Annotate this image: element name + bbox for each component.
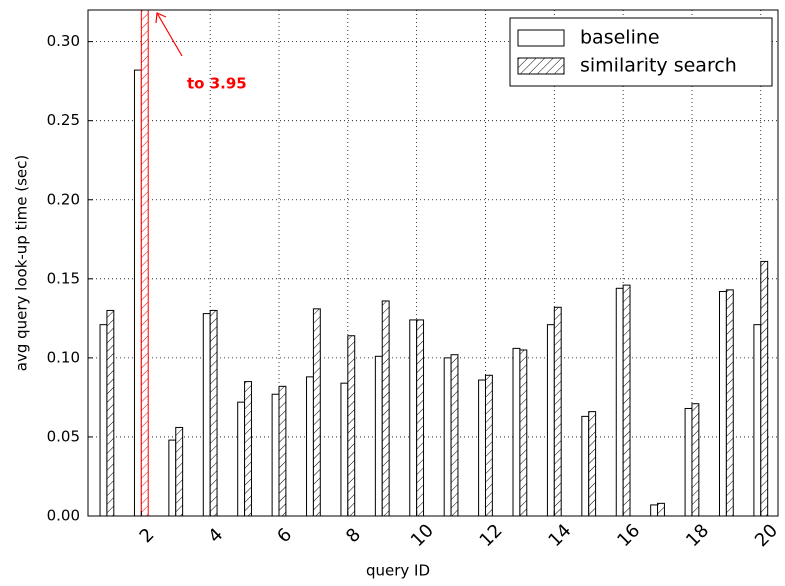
x-tick-label: 14 <box>544 520 575 551</box>
bar <box>133 69 142 516</box>
bar <box>209 309 218 516</box>
bar <box>581 415 590 516</box>
plot-frame <box>87 9 779 517</box>
bar <box>244 381 252 516</box>
x-tick-label: 18 <box>682 520 713 551</box>
bar <box>622 284 631 516</box>
bar <box>512 347 521 516</box>
bar <box>306 376 314 516</box>
bar <box>140 10 149 516</box>
x-tick-label: 10 <box>407 520 438 551</box>
bar <box>725 289 734 516</box>
bar <box>237 401 246 516</box>
bar <box>340 382 349 516</box>
bar <box>553 306 562 516</box>
bar <box>168 439 177 516</box>
y-tick-label: 0.20 <box>47 190 80 208</box>
x-axis-label: query ID <box>366 562 430 580</box>
bar <box>450 354 459 516</box>
x-tick-label: 8 <box>342 524 365 547</box>
legend-label: baseline <box>580 27 660 49</box>
x-tick-label: 16 <box>613 520 644 551</box>
y-axis-label: avg query look-up time (sec) <box>13 155 31 372</box>
bar <box>278 385 287 516</box>
bar <box>443 357 452 516</box>
bar <box>347 335 356 516</box>
y-tick-label: 0.00 <box>47 507 80 525</box>
x-tick-label: 4 <box>204 524 227 547</box>
bar <box>312 308 321 516</box>
bar <box>409 319 418 516</box>
x-tick-label: 20 <box>751 520 782 551</box>
bar <box>99 324 108 516</box>
bar <box>615 287 624 516</box>
bar <box>175 426 184 516</box>
bar <box>753 324 762 516</box>
bar <box>271 393 280 516</box>
x-tick-label: 12 <box>476 520 507 551</box>
bar <box>416 319 425 516</box>
bar <box>106 309 115 516</box>
y-tick-label: 0.25 <box>47 111 80 129</box>
bar <box>684 407 693 516</box>
x-tick-label: 2 <box>136 524 159 547</box>
bar <box>650 504 659 516</box>
y-tick-label: 0.05 <box>47 427 80 445</box>
x-tick-label: 6 <box>273 524 296 547</box>
bar <box>657 502 665 516</box>
bar <box>202 313 211 516</box>
annotation-arrow <box>155 12 183 57</box>
legend-box <box>509 17 773 87</box>
bar <box>760 260 769 516</box>
y-tick-label: 0.10 <box>47 348 80 366</box>
bar <box>691 403 700 516</box>
bar <box>718 290 727 516</box>
bar <box>546 324 555 516</box>
y-tick-label: 0.30 <box>47 32 80 50</box>
legend-swatch <box>517 29 565 47</box>
bar <box>519 349 528 516</box>
annotation: to 3.95 <box>187 75 247 93</box>
bar <box>374 355 383 516</box>
y-tick-label: 0.15 <box>47 269 80 287</box>
legend-swatch <box>517 57 565 75</box>
bar <box>478 379 486 516</box>
bar <box>484 374 493 516</box>
bar <box>588 411 597 516</box>
legend-label: similarity search <box>580 55 737 77</box>
bar <box>381 300 390 516</box>
